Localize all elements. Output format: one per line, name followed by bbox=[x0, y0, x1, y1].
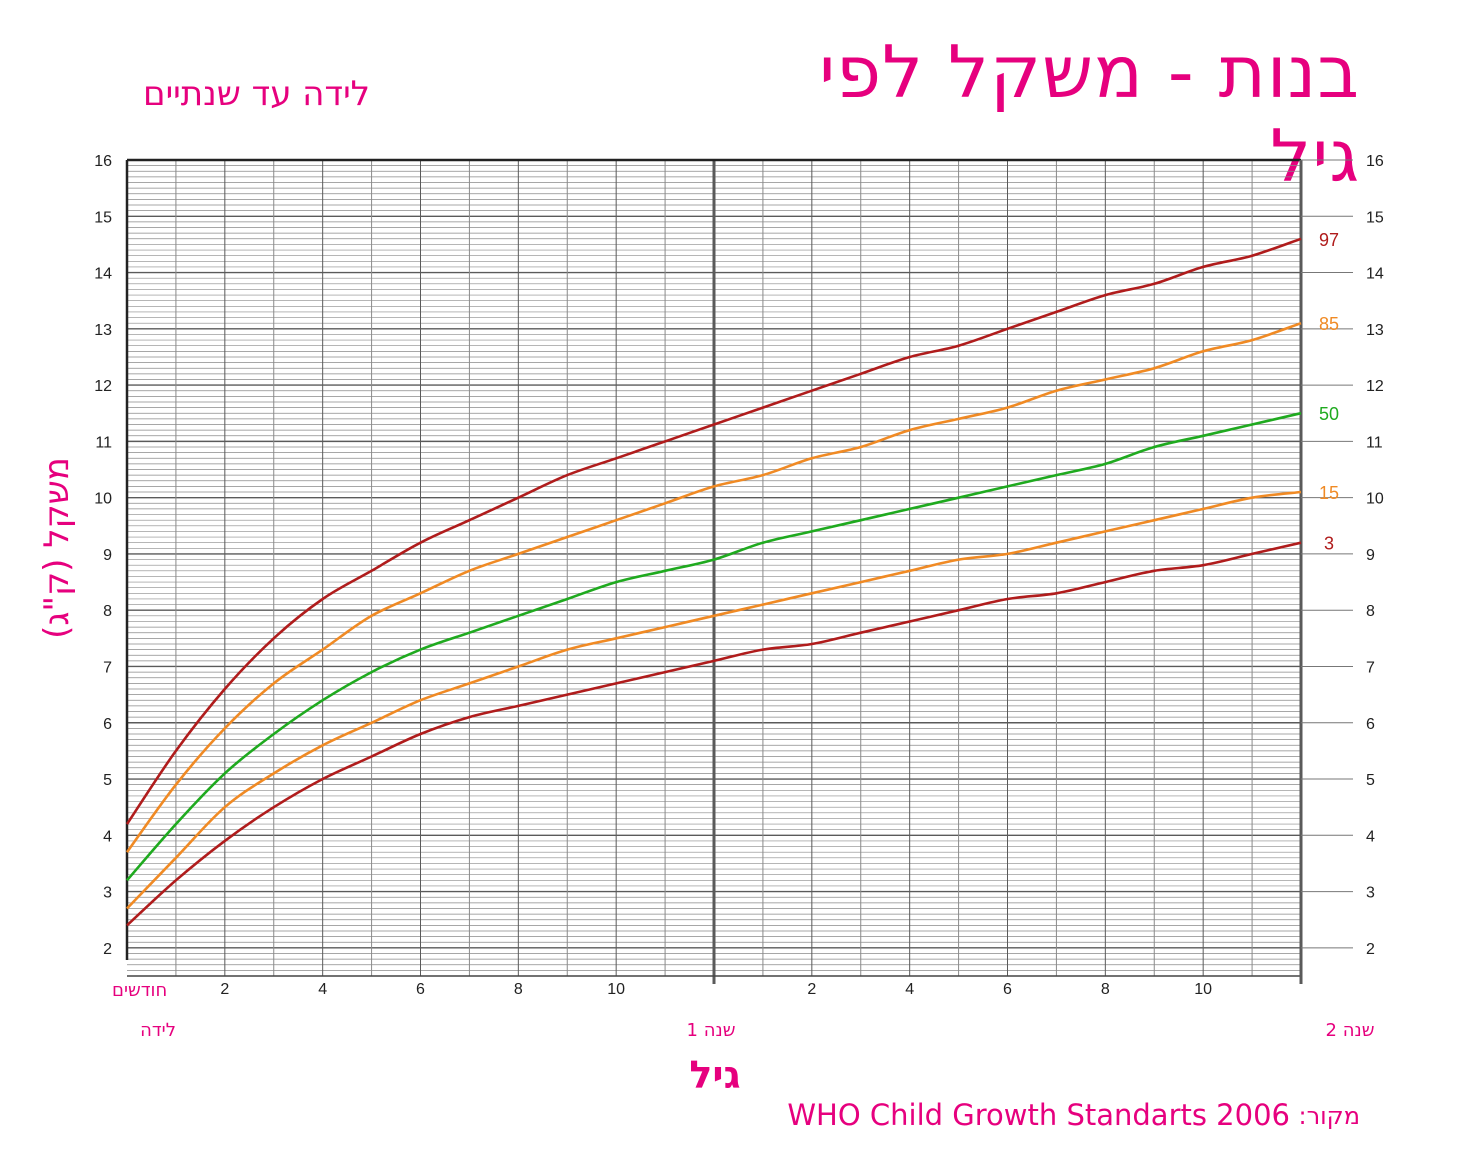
x-tick-label: 4 bbox=[318, 981, 327, 998]
y-tick-label-left: 5 bbox=[103, 772, 112, 789]
x-axis-label: גיל bbox=[689, 1053, 740, 1097]
series-line-p3 bbox=[126, 541, 1302, 927]
y-tick-label-right: 8 bbox=[1366, 603, 1375, 620]
y-tick-label-left: 10 bbox=[94, 491, 112, 508]
x-period-label: לידה bbox=[140, 1020, 176, 1041]
series-label-p15: 15 bbox=[1319, 483, 1339, 503]
series-line-p97 bbox=[125, 237, 1302, 825]
y-tick-label-left: 4 bbox=[103, 828, 112, 845]
source-note: מקור: WHO Child Growth Standarts 2006 bbox=[787, 1098, 1361, 1142]
chart-ticks: 2 2 3 3 4 4 5 5 6 6 7 7 8 8 9 9 10 10 11 11 12 12 13 13 14 14 15 15… bbox=[94, 153, 1384, 1041]
y-tick-label-left: 8 bbox=[103, 603, 112, 620]
chart-series: 97 85 50 15 3 bbox=[125, 230, 1339, 927]
y-tick-label-right: 9 bbox=[1366, 547, 1375, 564]
y-tick-label-right: 15 bbox=[1366, 209, 1384, 226]
x-tick-label: 8 bbox=[1101, 981, 1110, 998]
series-label-p97: 97 bbox=[1319, 230, 1339, 250]
chart-grid bbox=[125, 158, 1353, 984]
series-label-p50: 50 bbox=[1319, 404, 1339, 424]
y-tick-label-right: 6 bbox=[1366, 716, 1375, 733]
y-tick-label-left: 7 bbox=[103, 659, 112, 676]
x-tick-label: 6 bbox=[1003, 981, 1012, 998]
series-line-p85 bbox=[125, 321, 1302, 853]
page-subtitle: לידה עד שנתיים bbox=[143, 74, 370, 114]
y-tick-label-right: 5 bbox=[1366, 772, 1375, 789]
x-tick-label: 2 bbox=[807, 981, 816, 998]
page-title: בנות - משקל לפי גיל bbox=[819, 30, 1360, 198]
source-text: WHO Child Growth Standarts 2006 bbox=[787, 1098, 1290, 1132]
source-prefix: מקור: bbox=[1298, 1102, 1361, 1130]
x-period-label: שנה 1 bbox=[687, 1020, 736, 1041]
y-tick-label-right: 13 bbox=[1366, 322, 1384, 339]
y-tick-label-right: 14 bbox=[1366, 266, 1384, 283]
y-axis-label: משקל (ק"ג) bbox=[37, 457, 77, 639]
y-tick-label-right: 16 bbox=[1366, 153, 1384, 170]
y-tick-label-left: 9 bbox=[103, 547, 112, 564]
y-tick-label-left: 14 bbox=[94, 266, 112, 283]
y-tick-label-left: 11 bbox=[95, 434, 112, 451]
y-tick-label-right: 7 bbox=[1366, 659, 1375, 676]
y-tick-label-right: 11 bbox=[1366, 434, 1383, 451]
y-tick-label-right: 12 bbox=[1366, 378, 1384, 395]
x-tick-label: 10 bbox=[607, 981, 625, 998]
y-tick-label-left: 12 bbox=[94, 378, 112, 395]
x-period-label: שנה 2 bbox=[1326, 1020, 1375, 1041]
x-tick-label: 10 bbox=[1194, 981, 1212, 998]
y-tick-label-right: 10 bbox=[1366, 491, 1384, 508]
y-tick-label-left: 3 bbox=[103, 885, 112, 902]
x-tick-label: 8 bbox=[514, 981, 523, 998]
y-tick-label-left: 13 bbox=[94, 322, 112, 339]
y-tick-label-right: 3 bbox=[1366, 885, 1375, 902]
series-label-p85: 85 bbox=[1319, 314, 1339, 334]
y-tick-label-right: 4 bbox=[1366, 828, 1375, 845]
x-tick-label: 2 bbox=[220, 981, 229, 998]
y-tick-label-left: 2 bbox=[103, 941, 112, 958]
y-tick-label-left: 16 bbox=[94, 153, 112, 170]
series-line-p15 bbox=[126, 490, 1302, 910]
x-axis-unit-label: חודשים bbox=[112, 980, 167, 1001]
y-tick-label-right: 2 bbox=[1366, 941, 1375, 958]
y-tick-label-left: 6 bbox=[103, 716, 112, 733]
x-tick-label: 4 bbox=[905, 981, 914, 998]
y-tick-label-left: 15 bbox=[94, 209, 112, 226]
x-tick-label: 6 bbox=[416, 981, 425, 998]
series-line-p50 bbox=[126, 411, 1302, 882]
series-label-p3: 3 bbox=[1324, 534, 1334, 554]
